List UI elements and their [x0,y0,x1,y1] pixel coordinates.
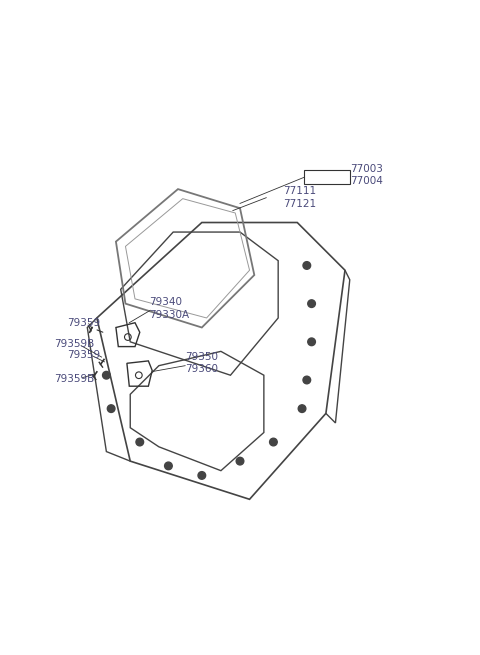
Circle shape [270,438,277,446]
Text: 79359: 79359 [67,350,100,360]
Circle shape [303,261,311,269]
Circle shape [236,457,244,465]
Text: 79359B: 79359B [54,339,94,349]
Text: 79359: 79359 [67,318,100,328]
Circle shape [298,405,306,413]
Circle shape [103,371,110,379]
Circle shape [308,300,315,307]
Circle shape [136,438,144,446]
FancyBboxPatch shape [304,170,350,184]
Text: 77111
77121: 77111 77121 [283,187,316,209]
Text: 79350
79360: 79350 79360 [185,352,218,375]
Text: 77003
77004: 77003 77004 [350,164,383,186]
Circle shape [198,472,205,479]
Circle shape [308,338,315,346]
Text: 79340
79330A: 79340 79330A [149,297,190,320]
Text: 79359B: 79359B [54,374,94,384]
Circle shape [108,405,115,413]
Circle shape [165,462,172,470]
Circle shape [303,376,311,384]
